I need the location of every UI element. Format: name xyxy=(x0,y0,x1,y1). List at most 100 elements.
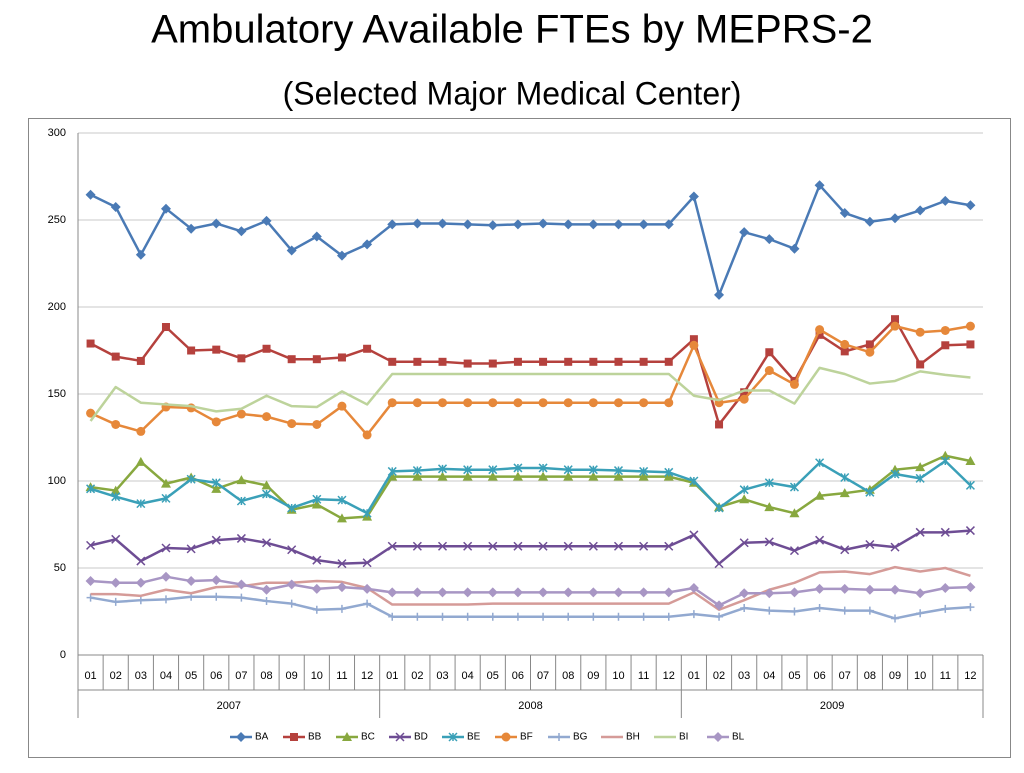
x-tick-label: 04 xyxy=(160,670,172,682)
marker xyxy=(639,398,649,408)
marker xyxy=(286,245,297,256)
marker xyxy=(740,604,749,613)
marker xyxy=(211,218,222,229)
marker xyxy=(388,357,397,366)
marker xyxy=(588,398,598,408)
marker xyxy=(739,394,749,404)
chart-frame xyxy=(28,118,1011,758)
marker xyxy=(287,599,296,608)
x-tick-label: 07 xyxy=(839,670,851,682)
legend-label: BE xyxy=(467,732,481,743)
year-label: 2008 xyxy=(518,700,542,712)
marker xyxy=(539,357,548,366)
marker xyxy=(588,587,599,598)
x-tick-label: 11 xyxy=(940,670,951,682)
marker xyxy=(463,541,473,551)
marker xyxy=(262,344,271,353)
marker xyxy=(664,467,674,477)
y-tick-label: 300 xyxy=(48,127,66,139)
marker xyxy=(86,408,96,418)
marker xyxy=(613,219,624,230)
marker xyxy=(312,419,322,429)
marker xyxy=(236,732,246,742)
marker xyxy=(488,465,498,475)
marker xyxy=(965,455,976,465)
marker xyxy=(814,583,825,594)
marker xyxy=(814,490,825,500)
marker xyxy=(387,471,398,481)
marker xyxy=(865,539,875,550)
marker xyxy=(639,612,648,621)
marker xyxy=(488,541,498,551)
marker xyxy=(941,604,950,613)
series-line xyxy=(90,459,972,515)
marker xyxy=(161,323,170,332)
series-line xyxy=(90,529,971,565)
legend-label: BA xyxy=(255,732,269,743)
marker xyxy=(538,541,548,551)
marker xyxy=(86,593,95,602)
marker xyxy=(739,227,750,238)
marker xyxy=(186,474,196,484)
marker xyxy=(262,412,272,422)
marker xyxy=(412,587,423,598)
y-tick-label: 50 xyxy=(54,562,66,574)
marker xyxy=(135,456,146,466)
marker xyxy=(891,614,900,623)
marker xyxy=(513,541,523,551)
marker xyxy=(110,201,121,212)
y-tick-label: 100 xyxy=(48,475,66,487)
marker xyxy=(639,357,648,366)
marker xyxy=(589,357,598,366)
marker xyxy=(211,535,221,545)
marker xyxy=(261,215,272,226)
marker xyxy=(462,471,473,481)
marker xyxy=(764,478,774,488)
marker xyxy=(286,579,297,590)
marker xyxy=(86,484,96,494)
chart-subtitle: (Selected Major Medical Center) xyxy=(283,75,742,111)
chart-title: Ambulatory Available FTEs by MEPRS-2 xyxy=(151,8,873,52)
marker xyxy=(865,340,874,349)
x-tick-label: 06 xyxy=(210,670,222,682)
x-tick-label: 09 xyxy=(587,670,599,682)
marker xyxy=(764,502,775,512)
marker xyxy=(437,218,448,229)
marker xyxy=(287,419,297,429)
series-line xyxy=(90,324,971,437)
marker xyxy=(136,556,146,566)
marker xyxy=(890,584,901,595)
marker xyxy=(362,239,373,250)
x-tick-label: 07 xyxy=(235,670,247,682)
marker xyxy=(463,465,473,475)
y-tick-label: 250 xyxy=(48,214,66,226)
marker xyxy=(840,606,849,615)
marker xyxy=(311,583,322,594)
marker xyxy=(664,541,674,551)
x-tick-label: 03 xyxy=(436,670,448,682)
marker xyxy=(111,352,120,361)
marker xyxy=(714,600,725,611)
marker xyxy=(940,195,951,206)
marker xyxy=(739,588,750,599)
marker xyxy=(261,584,272,595)
legend-label: BD xyxy=(414,732,428,743)
legend-label: BG xyxy=(573,732,588,743)
marker xyxy=(363,344,372,353)
marker xyxy=(236,475,247,485)
series-line xyxy=(90,595,971,620)
marker xyxy=(890,213,901,224)
legend-label: BC xyxy=(361,732,375,743)
marker xyxy=(186,223,197,234)
marker xyxy=(538,218,549,229)
marker xyxy=(840,339,850,349)
marker xyxy=(212,592,221,601)
marker xyxy=(487,587,498,598)
marker xyxy=(412,218,423,229)
marker xyxy=(689,476,699,486)
marker xyxy=(890,469,900,479)
marker xyxy=(110,577,121,588)
marker xyxy=(588,541,598,551)
marker xyxy=(840,545,850,555)
marker xyxy=(740,388,749,397)
